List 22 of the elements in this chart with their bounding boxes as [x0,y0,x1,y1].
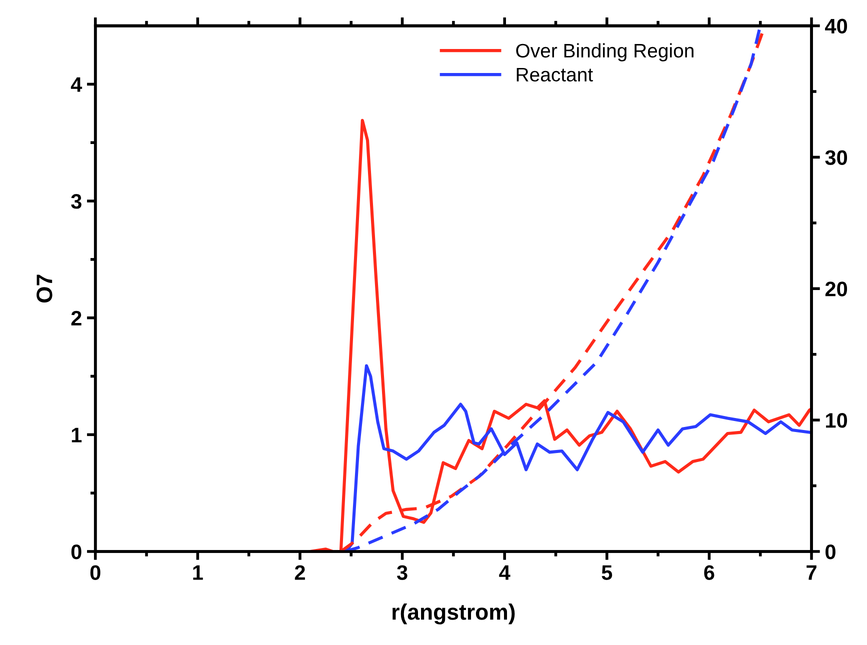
x-tick-label: 7 [806,565,816,580]
y-axis-title: O7 [36,274,52,303]
x-tick-label: 3 [396,565,408,580]
legend-label: Reactant [516,68,593,82]
y-tick-label: 0 [71,544,82,560]
x-tick-label: 6 [704,565,714,580]
x-tick-label: 0 [90,565,100,580]
x-tick-label: 2 [294,565,305,580]
x-axis-title: r(angstrom) [392,604,515,624]
legend-label: Over Binding Region [516,43,694,62]
x-tick-label: 5 [602,565,612,580]
y2-tick-label: 20 [825,282,848,296]
y-tick-label: 2 [71,310,82,326]
y2-tick-label: 0 [826,544,836,560]
x-tick-label: 1 [193,565,203,580]
y-tick-label: 4 [70,77,82,92]
y-tick-label: 3 [71,194,82,209]
y-tick-label: 1 [72,428,82,442]
y2-tick-label: 40 [825,18,848,34]
y2-tick-label: 30 [825,150,848,165]
y2-tick-label: 10 [826,413,848,428]
x-tick-label: 4 [499,565,510,580]
